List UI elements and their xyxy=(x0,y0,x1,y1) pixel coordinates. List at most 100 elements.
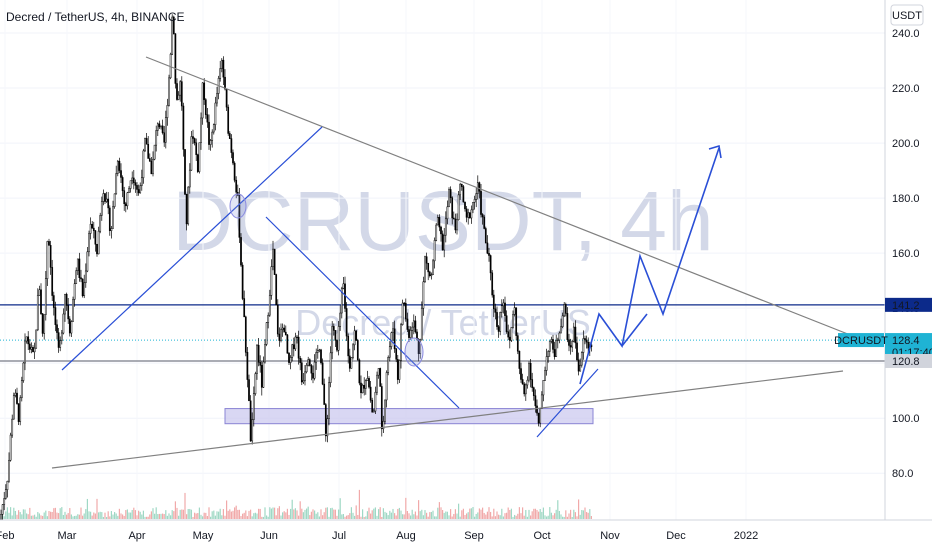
volume-bar xyxy=(557,500,559,519)
volume-bar xyxy=(499,515,501,519)
volume-bar xyxy=(64,511,66,519)
candle-body xyxy=(64,293,66,315)
volume-bar xyxy=(168,513,170,519)
price-axis[interactable]: 80.0100.0120.0140.0160.0180.0200.0220.02… xyxy=(892,28,920,480)
candle-body xyxy=(108,207,111,231)
touch-circle-may[interactable] xyxy=(229,193,247,219)
y-tick-label: 100.0 xyxy=(892,413,920,425)
candle-body xyxy=(160,125,162,128)
candle-body xyxy=(345,308,348,337)
candle-body xyxy=(254,373,257,394)
candle-body xyxy=(358,359,361,384)
candle-body xyxy=(62,313,65,334)
volume-bar xyxy=(227,510,229,519)
candle-body xyxy=(51,267,54,296)
volume-bar xyxy=(333,509,335,519)
volume-bar xyxy=(384,511,386,519)
volume-bar xyxy=(138,510,140,519)
candle-body xyxy=(246,352,249,380)
candle-body xyxy=(206,114,209,123)
descending-resistance-trendline[interactable] xyxy=(145,56,869,343)
candle-body xyxy=(380,386,383,430)
volume-bar xyxy=(302,512,304,519)
candle-body xyxy=(134,182,137,186)
time-axis-bg xyxy=(0,520,932,550)
candle-body xyxy=(267,314,270,323)
candle-body xyxy=(88,233,90,253)
candle-body xyxy=(372,410,375,413)
volume-bar xyxy=(80,507,82,519)
volume-bar xyxy=(117,515,119,519)
volume-bar xyxy=(67,513,69,519)
volume-bar xyxy=(122,514,124,519)
candle-body xyxy=(481,214,484,218)
volume-bar xyxy=(587,512,589,519)
currency-button[interactable]: USDT xyxy=(890,4,924,26)
volume-bar xyxy=(218,511,220,519)
candle-body xyxy=(331,326,334,354)
volume-bar xyxy=(86,498,88,519)
volume-bar xyxy=(144,516,146,519)
volume-bar xyxy=(10,507,12,519)
candle-body xyxy=(340,288,343,314)
volume-bar xyxy=(56,512,58,519)
watermark-symbol: DCRUSDT, 4h xyxy=(172,174,713,268)
volume-bar xyxy=(118,508,120,519)
volume-bar xyxy=(195,513,197,519)
blue-trendline-rise[interactable] xyxy=(61,126,323,371)
projected-path-lower[interactable] xyxy=(621,313,648,347)
candle-body xyxy=(297,336,300,359)
y-tick-label: 80.0 xyxy=(892,468,913,480)
volume-bar xyxy=(456,513,458,519)
candle-body xyxy=(382,420,385,430)
projected-path-arrow[interactable] xyxy=(579,147,720,385)
volume-bar xyxy=(366,511,368,519)
volume-bar xyxy=(432,510,434,519)
y-tick-label: 200.0 xyxy=(892,138,920,150)
candle-body xyxy=(478,182,481,192)
volume-bar xyxy=(301,508,303,519)
volume-bar xyxy=(413,514,415,519)
candle-body xyxy=(176,83,178,100)
candle-body xyxy=(224,76,226,90)
volume-bar xyxy=(22,509,24,519)
volume-bar xyxy=(571,516,573,519)
volume-bar xyxy=(370,513,372,519)
blue-trendline-recovery[interactable] xyxy=(536,368,599,438)
x-tick-label: Sep xyxy=(464,530,484,542)
volume-bar xyxy=(411,509,413,519)
candle-body xyxy=(548,340,551,352)
volume-bar xyxy=(130,512,132,519)
volume-bar xyxy=(115,513,117,519)
candle-body xyxy=(473,199,476,203)
x-tick-label: Aug xyxy=(396,530,416,542)
candle-body xyxy=(280,329,282,341)
candle-body xyxy=(145,138,148,145)
candle-body xyxy=(140,177,143,186)
touch-circle-aug[interactable] xyxy=(404,337,424,367)
volume-bar xyxy=(363,516,365,519)
candle-body xyxy=(91,223,94,229)
blue-trendline-fall[interactable] xyxy=(265,216,460,409)
candle-body xyxy=(460,183,463,187)
candle-body xyxy=(412,320,415,328)
candle-body xyxy=(492,294,495,310)
candle-body xyxy=(132,177,135,183)
time-axis[interactable]: Feb Mar Apr May Jun Jul Aug Sep Oct Nov Dec 2022 xyxy=(0,530,758,542)
volume-bar xyxy=(390,512,392,519)
candle-body xyxy=(323,383,326,405)
volume-bar xyxy=(558,510,560,519)
candle-body xyxy=(222,59,225,78)
candle-body xyxy=(270,266,273,296)
volume-bar xyxy=(189,508,191,519)
ascending-support-trendline[interactable] xyxy=(51,370,844,469)
candle-body xyxy=(30,347,33,350)
candle-body xyxy=(369,386,372,401)
candle-body xyxy=(465,208,468,218)
volume-bar xyxy=(512,516,514,519)
volume-bar xyxy=(267,516,269,519)
x-tick-label: Dec xyxy=(666,530,686,542)
volume-bar xyxy=(322,515,324,519)
